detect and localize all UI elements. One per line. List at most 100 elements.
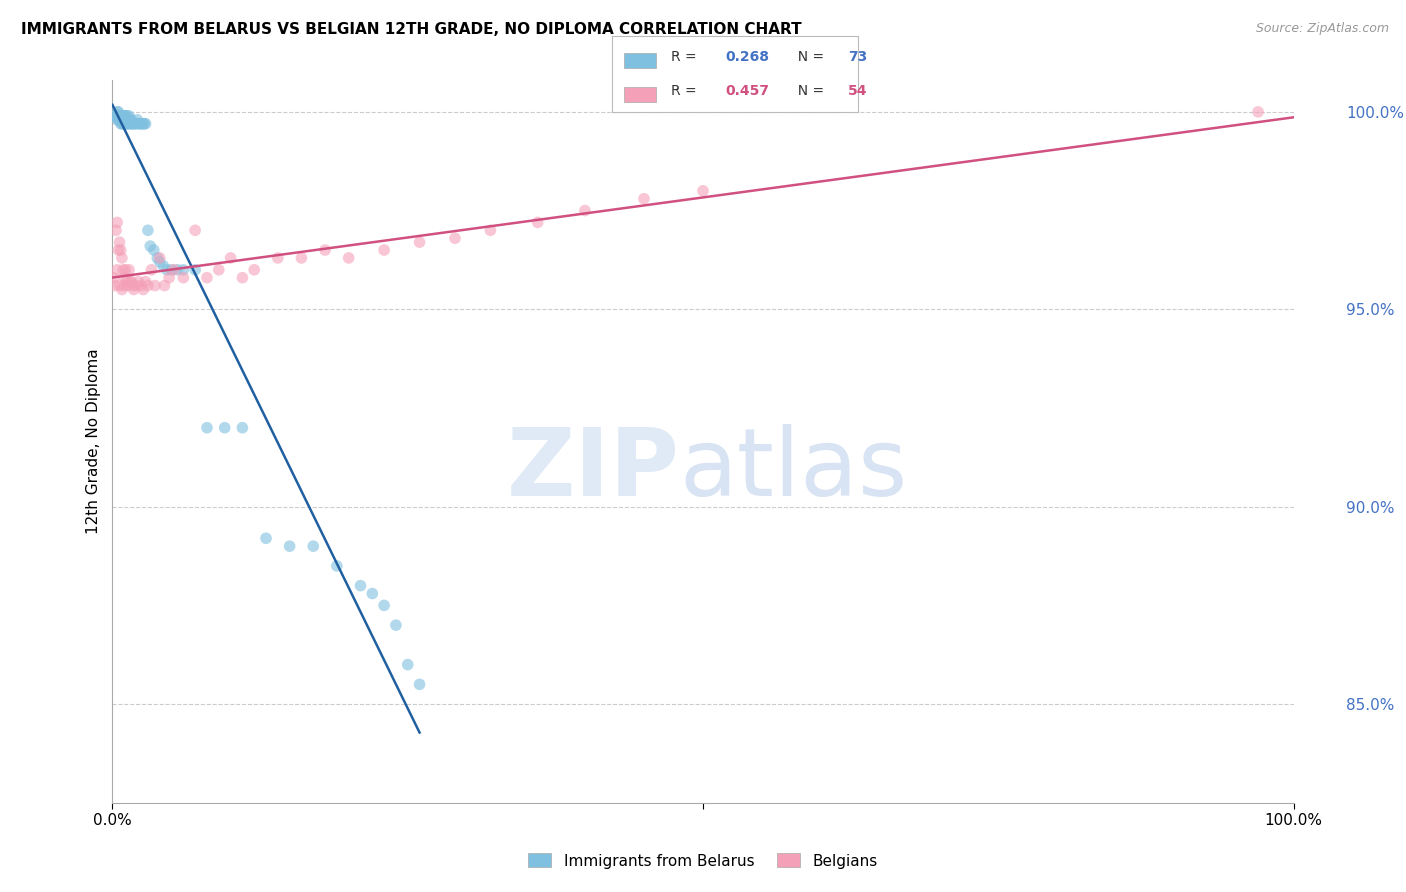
Point — [110, 112, 132, 127]
Point — [112, 112, 135, 127]
Point — [114, 109, 136, 123]
Point — [115, 112, 138, 127]
Text: N =: N = — [789, 50, 828, 64]
Point — [152, 259, 174, 273]
Point — [349, 579, 371, 593]
Point — [117, 117, 139, 131]
Point — [120, 117, 142, 131]
Point — [129, 278, 152, 293]
Point — [124, 117, 146, 131]
Point — [278, 539, 301, 553]
Text: Source: ZipAtlas.com: Source: ZipAtlas.com — [1256, 22, 1389, 36]
Point — [172, 262, 194, 277]
Point — [373, 243, 395, 257]
Text: IMMIGRANTS FROM BELARUS VS BELGIAN 12TH GRADE, NO DIPLOMA CORRELATION CHART: IMMIGRANTS FROM BELARUS VS BELGIAN 12TH … — [21, 22, 801, 37]
Text: R =: R = — [671, 50, 702, 64]
Point — [112, 112, 135, 127]
Point — [108, 278, 131, 293]
Bar — [624, 87, 657, 102]
Point — [112, 112, 135, 127]
Point — [110, 109, 132, 123]
Point — [105, 112, 128, 127]
Point — [214, 421, 236, 435]
Text: R =: R = — [671, 84, 702, 98]
Point — [160, 262, 183, 277]
Point — [115, 109, 138, 123]
Text: 73: 73 — [848, 50, 868, 64]
Point — [111, 112, 134, 127]
Point — [112, 278, 135, 293]
Point — [195, 421, 218, 435]
Point — [112, 109, 135, 123]
Point — [135, 117, 157, 131]
Point — [107, 112, 129, 127]
Point — [314, 243, 336, 257]
Point — [337, 251, 360, 265]
Point — [231, 270, 253, 285]
Point — [136, 223, 159, 237]
Point — [120, 112, 142, 127]
Point — [302, 539, 325, 553]
Point — [103, 270, 125, 285]
Point — [112, 109, 135, 123]
Point — [361, 586, 384, 600]
Point — [107, 243, 129, 257]
Point — [114, 262, 136, 277]
Point — [120, 275, 142, 289]
Point — [479, 223, 502, 237]
Point — [184, 223, 207, 237]
Point — [172, 270, 194, 285]
Point — [118, 117, 141, 131]
Point — [115, 117, 138, 131]
Text: ZIP: ZIP — [506, 425, 679, 516]
Point — [112, 262, 135, 277]
Point — [111, 251, 134, 265]
Point — [633, 192, 655, 206]
Point — [111, 109, 134, 123]
Point — [117, 112, 139, 127]
Point — [122, 117, 145, 131]
Point — [408, 235, 430, 249]
Point — [574, 203, 596, 218]
Point — [125, 117, 148, 131]
Point — [127, 117, 149, 131]
Point — [114, 112, 136, 127]
Point — [121, 278, 143, 293]
Point — [163, 262, 186, 277]
Point — [120, 117, 142, 131]
Point — [385, 618, 408, 632]
Point — [219, 251, 242, 265]
Text: atlas: atlas — [679, 425, 908, 516]
Point — [132, 283, 155, 297]
Point — [526, 215, 548, 229]
Text: N =: N = — [789, 84, 828, 98]
Point — [129, 117, 152, 131]
Point — [444, 231, 467, 245]
Point — [125, 278, 148, 293]
Point — [108, 112, 131, 127]
Point — [231, 421, 253, 435]
Point — [290, 251, 312, 265]
Point — [131, 117, 153, 131]
Point — [396, 657, 419, 672]
Point — [117, 112, 139, 127]
Point — [112, 270, 135, 285]
Point — [149, 255, 172, 269]
Point — [107, 104, 129, 119]
Point — [1247, 104, 1270, 119]
Bar — [624, 54, 657, 69]
Point — [105, 262, 128, 277]
Point — [326, 558, 349, 573]
Point — [122, 283, 145, 297]
Point — [135, 275, 157, 289]
Point — [127, 275, 149, 289]
Point — [128, 117, 150, 131]
Point — [373, 599, 395, 613]
Point — [110, 117, 132, 131]
Point — [105, 215, 128, 229]
Point — [105, 223, 128, 237]
Point — [117, 278, 139, 293]
Point — [243, 262, 266, 277]
Legend: Immigrants from Belarus, Belgians: Immigrants from Belarus, Belgians — [523, 847, 883, 875]
Point — [111, 117, 134, 131]
